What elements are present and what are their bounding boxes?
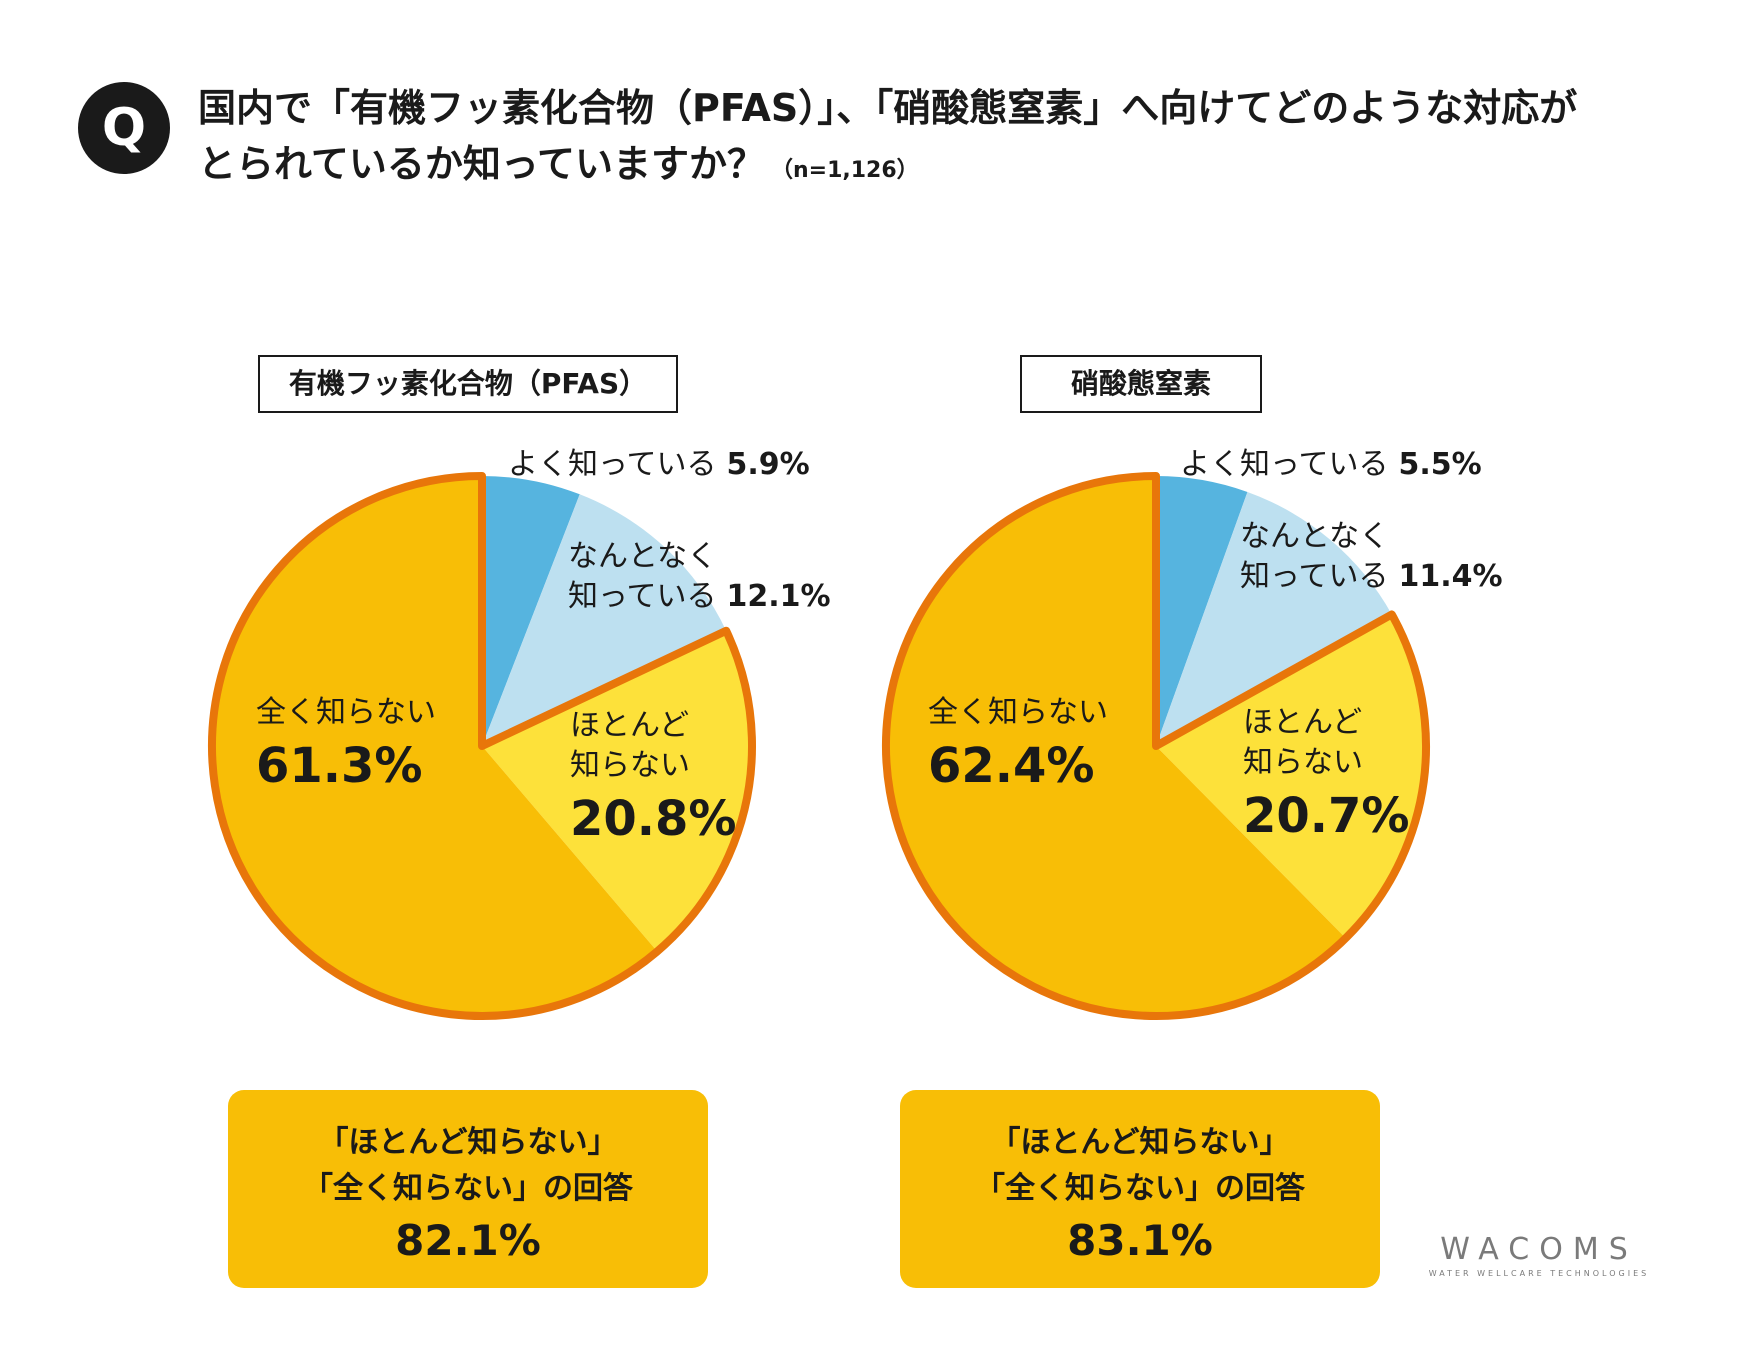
chart-title-nitrate: 硝酸態窒素 <box>1020 355 1262 413</box>
pie-slice <box>482 630 752 952</box>
pie-slice <box>885 476 1346 1017</box>
pie-slice <box>212 476 658 1016</box>
logo-tagline: WATER WELLCARE TECHNOLOGIES <box>1428 1269 1650 1278</box>
summary-line-2: 「全く知らない」の回答 <box>303 1171 633 1206</box>
question-badge: Q <box>78 82 170 174</box>
slice-value: 5.5% <box>1399 447 1482 482</box>
question-line-1: 国内で「有機フッ素化合物（PFAS）」、「硝酸態窒素」へ向けてどのような対応が <box>198 86 1578 130</box>
wacoms-logo: WACOMS WATER WELLCARE TECHNOLOGIES <box>1424 1232 1654 1278</box>
slice-label: 全く知らない 62.4% <box>928 695 1108 794</box>
slice-label-text: ほとんど <box>1243 705 1362 740</box>
slice-label-text: 知っている <box>568 579 717 614</box>
pie-outline <box>882 472 1430 1020</box>
slice-label-text: 全く知らない <box>928 695 1108 730</box>
logo-name: WACOMS <box>1440 1232 1638 1267</box>
pie-slice <box>482 494 727 746</box>
summary-line-1: 「ほとんど知らない」 <box>318 1125 618 1160</box>
slice-value: 61.3% <box>256 738 423 794</box>
summary-value: 82.1% <box>395 1216 541 1265</box>
slice-value: 11.4% <box>1399 559 1503 594</box>
slice-label: 全く知らない 61.3% <box>256 695 436 794</box>
chart-title-pfas: 有機フッ素化合物（PFAS） <box>258 355 678 413</box>
summary-box-nitrate: 「ほとんど知らない」 「全く知らない」の回答 83.1% <box>900 1090 1380 1288</box>
slice-label: なんとなく知っている 12.1% <box>568 539 831 614</box>
pie-chart-0: よく知っている 5.9% なんとなく知っている 12.1% ほとんど知らない 20.8% 全… <box>208 447 831 1020</box>
slice-label-text: なんとなく <box>568 539 717 574</box>
pie-outline <box>208 472 756 1020</box>
slice-label-text: 全く知らない <box>256 695 436 730</box>
pie-slice <box>1156 476 1248 746</box>
slice-label-text: よく知っている <box>508 447 717 482</box>
slice-label: ほとんど知らない 20.8% <box>570 708 737 847</box>
slice-value: 5.9% <box>727 447 810 482</box>
pie-slice <box>1156 491 1392 746</box>
slice-label: ほとんど知らない 20.7% <box>1243 705 1410 844</box>
slice-label-text: よく知っている <box>1180 447 1389 482</box>
summary-line-2: 「全く知らない」の回答 <box>975 1171 1305 1206</box>
pie-slice <box>482 476 580 746</box>
slice-label: よく知っている 5.5% <box>1180 447 1482 482</box>
question-line-2-text: とられているか知っていますか？ <box>198 142 765 186</box>
slice-value: 20.8% <box>570 791 737 847</box>
slice-label: なんとなく知っている 11.4% <box>1240 519 1503 594</box>
pie-chart-1: よく知っている 5.5% なんとなく知っている 11.4% ほとんど知らない 20.7% 全… <box>882 447 1503 1020</box>
pie-slice <box>1156 614 1426 939</box>
question-line-2: とられているか知っていますか？ （n=1,126） <box>198 136 1698 199</box>
slice-label-text: 知らない <box>1243 745 1363 780</box>
summary-line-1: 「ほとんど知らない」 <box>990 1125 1290 1160</box>
slice-label-text: 知っている <box>1240 559 1389 594</box>
slice-label: よく知っている 5.9% <box>508 447 810 482</box>
slice-value: 20.7% <box>1243 788 1410 844</box>
slice-value: 62.4% <box>928 738 1095 794</box>
slice-label-text: 知らない <box>570 748 690 783</box>
summary-box-pfas: 「ほとんど知らない」 「全く知らない」の回答 82.1% <box>228 1090 708 1288</box>
slice-value: 12.1% <box>727 579 831 614</box>
question-text: 国内で「有機フッ素化合物（PFAS）」、「硝酸態窒素」へ向けてどのような対応が … <box>198 80 1698 199</box>
slice-label-text: ほとんど <box>570 708 689 743</box>
sample-size: （n=1,126） <box>770 158 919 183</box>
pie-charts: よく知っている 5.9% なんとなく知っている 12.1% ほとんど知らない 20.8% 全… <box>208 447 1503 1020</box>
summary-value: 83.1% <box>1067 1216 1213 1265</box>
slice-label-text: なんとなく <box>1240 519 1389 554</box>
